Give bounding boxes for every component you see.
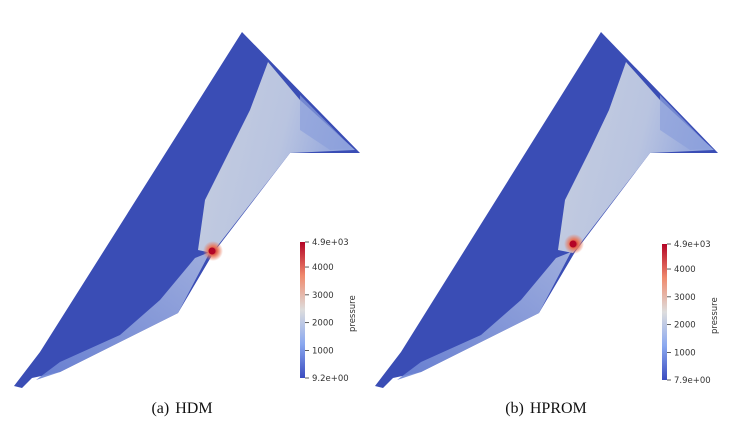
colorbar-ticks: 4000 3000 2000 1000 — [305, 241, 334, 379]
shock-lighter-band — [660, 95, 711, 150]
caption-text: HPROM — [529, 400, 587, 417]
stagnation-core — [569, 240, 577, 248]
colorbar-ticks: 4000 3000 2000 1000 — [667, 243, 696, 381]
caption-label: (b) — [505, 400, 524, 417]
shock-lighter-band — [300, 95, 352, 150]
pressure-colorbar-hprom: 4000 3000 2000 1000 4.9e+03 7.9e+00 pressur… — [662, 240, 720, 386]
panel-hprom: 4000 3000 2000 1000 4.9e+03 7.9e+00 pressur… — [364, 0, 728, 434]
pressure-colorbar-hdm: 4000 3000 2000 1000 4.9e+03 9.2e+00 pressur… — [300, 238, 358, 384]
pressure-field-plot-hdm — [14, 32, 360, 388]
colorbar-title: pressure — [348, 295, 358, 332]
expansion-region — [397, 252, 571, 380]
panel-hdm: 4000 3000 2000 1000 4.9e+03 9.2e+00 pressur… — [0, 0, 364, 434]
shock-region — [198, 62, 355, 253]
colorbar-gradient — [300, 242, 305, 378]
colorbar-tick-label: 2000 — [674, 321, 696, 331]
caption-text: HDM — [175, 400, 213, 417]
colorbar-tick-label: 3000 — [674, 293, 696, 303]
colorbar-tick-label: 4000 — [312, 263, 334, 273]
colorbar-tick-label: 4000 — [674, 265, 696, 275]
expansion-region — [36, 252, 210, 380]
stagnation-core — [208, 247, 216, 255]
colorbar-gradient — [662, 244, 667, 380]
colorbar-title: pressure — [710, 297, 720, 334]
colorbar-tick-label: 1000 — [674, 348, 696, 358]
colorbar-min-label: 9.2e+00 — [312, 374, 349, 384]
colorbar-min-label: 7.9e+00 — [674, 376, 711, 386]
pressure-field-plot-hprom — [375, 32, 718, 388]
colorbar-max-label: 4.9e+03 — [674, 240, 711, 250]
caption-b: (b) HPROM — [364, 400, 728, 418]
caption-a: (a) HDM — [0, 400, 364, 418]
colorbar-tick-label: 3000 — [312, 291, 334, 301]
colorbar-tick-label: 1000 — [312, 346, 334, 356]
colorbar-tick-label: 2000 — [312, 319, 334, 329]
colorbar-max-label: 4.9e+03 — [312, 238, 349, 248]
shock-region — [558, 62, 714, 253]
caption-label: (a) — [151, 400, 170, 417]
